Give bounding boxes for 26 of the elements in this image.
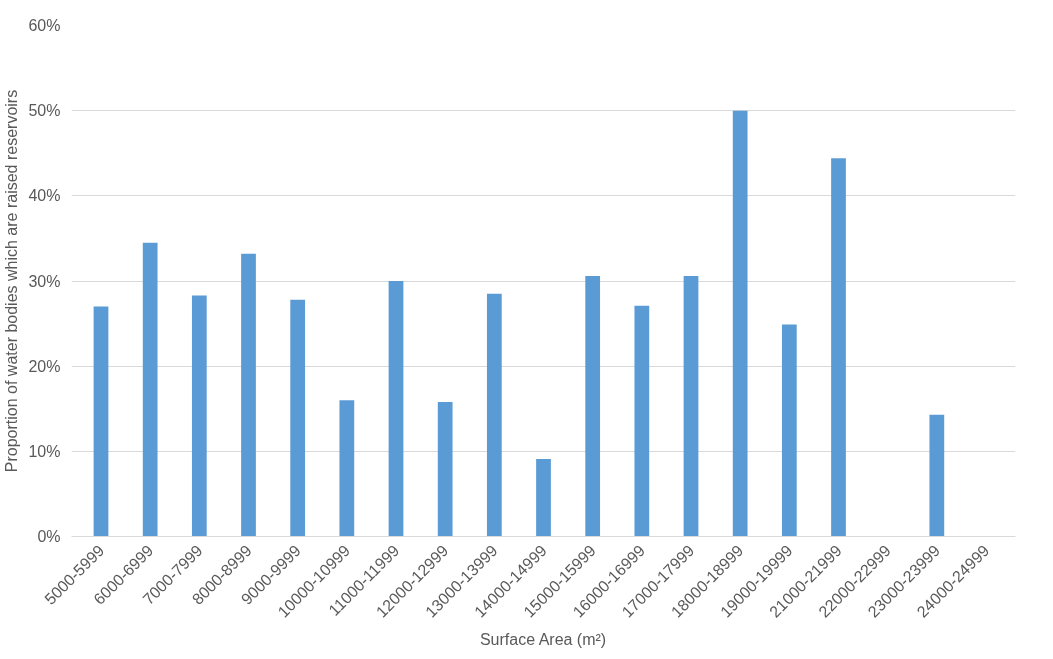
bar xyxy=(585,275,601,537)
y-tick-label: 10% xyxy=(28,442,61,460)
bar xyxy=(290,299,306,537)
bar xyxy=(781,324,797,537)
x-axis-title: Surface Area (m²) xyxy=(479,630,607,648)
bar xyxy=(732,110,748,537)
y-tick-label: 40% xyxy=(28,187,61,205)
bar xyxy=(241,253,256,537)
bar xyxy=(191,295,207,537)
y-tick-label: 60% xyxy=(28,17,61,34)
y-tick-label: 50% xyxy=(28,102,61,120)
y-axis-title: Proportion of water bodies which are raised reservoirs xyxy=(3,89,21,473)
bar xyxy=(339,400,355,537)
bar xyxy=(634,305,650,537)
bar xyxy=(929,414,945,537)
bar xyxy=(683,275,699,537)
bar xyxy=(536,459,551,537)
bar xyxy=(437,401,453,537)
y-tick-label: 30% xyxy=(28,272,61,290)
bar xyxy=(486,293,502,537)
bar xyxy=(93,306,109,537)
y-tick-label: 0% xyxy=(37,528,61,545)
bar xyxy=(831,158,846,537)
y-tick-label: 20% xyxy=(28,357,61,375)
bar xyxy=(388,281,404,537)
bar xyxy=(142,242,158,537)
